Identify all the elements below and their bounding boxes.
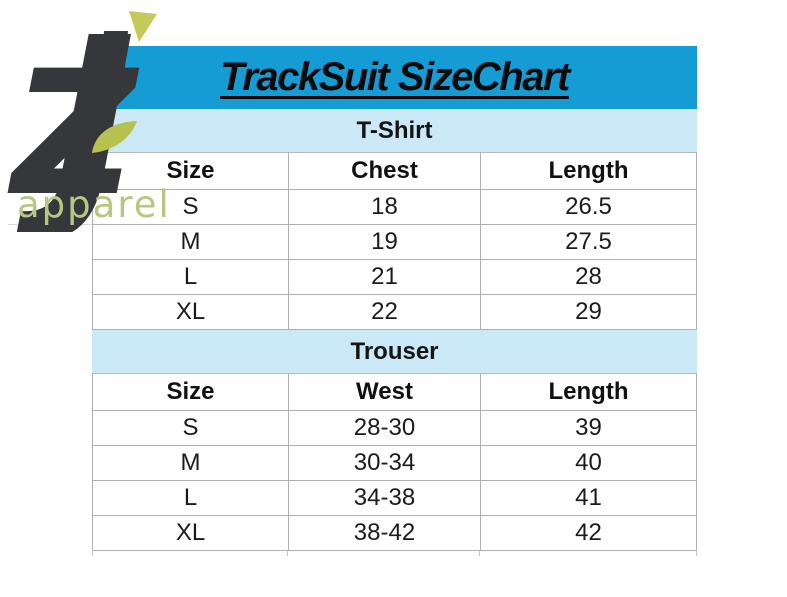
size-cell: L [183, 263, 198, 290]
size-cell: S [182, 193, 199, 220]
page-title: TrackSuit SizeChart [220, 55, 570, 99]
west-cell: 30-34 [288, 446, 480, 480]
logo-top-bar [100, 31, 128, 79]
gridline-stub [92, 550, 93, 556]
logo-brand-text: apparel [17, 183, 171, 226]
section-band-trouser: Trouser [92, 330, 697, 373]
size-cell: XL [175, 519, 206, 546]
size-chart: TrackSuit SizeChart T-Shirt Size Chest L… [92, 46, 697, 551]
length-cell: 26.5 [480, 190, 696, 224]
gridline-stub [479, 550, 480, 556]
chest-cell: 19 [288, 225, 480, 259]
west-cell: 28-30 [288, 411, 480, 445]
table-row: L 34-38 41 [93, 481, 696, 516]
header-cell: Length [480, 374, 696, 410]
logo-triangle-icon [129, 11, 157, 42]
trouser-table: Size West Length S 28-30 39 M 30-34 40 L… [92, 373, 697, 551]
table-row: S 18 26.5 [93, 190, 696, 225]
table-row: L 21 28 [93, 260, 696, 295]
table-row: XL 38-42 42 [93, 516, 696, 551]
size-cell: L [183, 484, 198, 511]
table-row: M 19 27.5 [93, 225, 696, 260]
size-cell: XL [175, 298, 206, 325]
table-header-row: Size Chest Length [93, 152, 696, 190]
section-label-tshirt: T-Shirt [356, 116, 433, 144]
length-cell: 39 [480, 411, 696, 445]
west-cell: 34-38 [288, 481, 480, 515]
leaf-icon [92, 121, 137, 153]
length-cell: 41 [480, 481, 696, 515]
table-header-row: Size West Length [93, 373, 696, 411]
header-cell: West [288, 374, 480, 410]
west-cell: 38-42 [288, 516, 480, 550]
chest-cell: 22 [288, 295, 480, 329]
size-cell: M [180, 228, 201, 255]
title-band: TrackSuit SizeChart [92, 46, 697, 109]
section-band-tshirt: T-Shirt [92, 109, 697, 152]
chest-cell: 21 [288, 260, 480, 294]
table-row: M 30-34 40 [93, 446, 696, 481]
header-cell: Size [166, 378, 215, 405]
table-row: S 28-30 39 [93, 411, 696, 446]
gridline-stub [287, 550, 288, 556]
length-cell: 28 [480, 260, 696, 294]
section-label-trouser: Trouser [350, 337, 439, 365]
header-cell: Chest [288, 153, 480, 189]
header-cell: Length [480, 153, 696, 189]
header-cell: Size [166, 157, 215, 184]
gridline-stub [696, 550, 697, 556]
length-cell: 27.5 [480, 225, 696, 259]
size-cell: M [180, 449, 201, 476]
size-cell: S [182, 414, 199, 441]
table-row: XL 22 29 [93, 295, 696, 330]
chest-cell: 18 [288, 190, 480, 224]
length-cell: 40 [480, 446, 696, 480]
gridline-stub [8, 224, 92, 225]
length-cell: 42 [480, 516, 696, 550]
length-cell: 29 [480, 295, 696, 329]
tshirt-table: Size Chest Length S 18 26.5 M 19 27.5 L … [92, 152, 697, 330]
brand-logo: Z J apparel [7, 0, 171, 232]
